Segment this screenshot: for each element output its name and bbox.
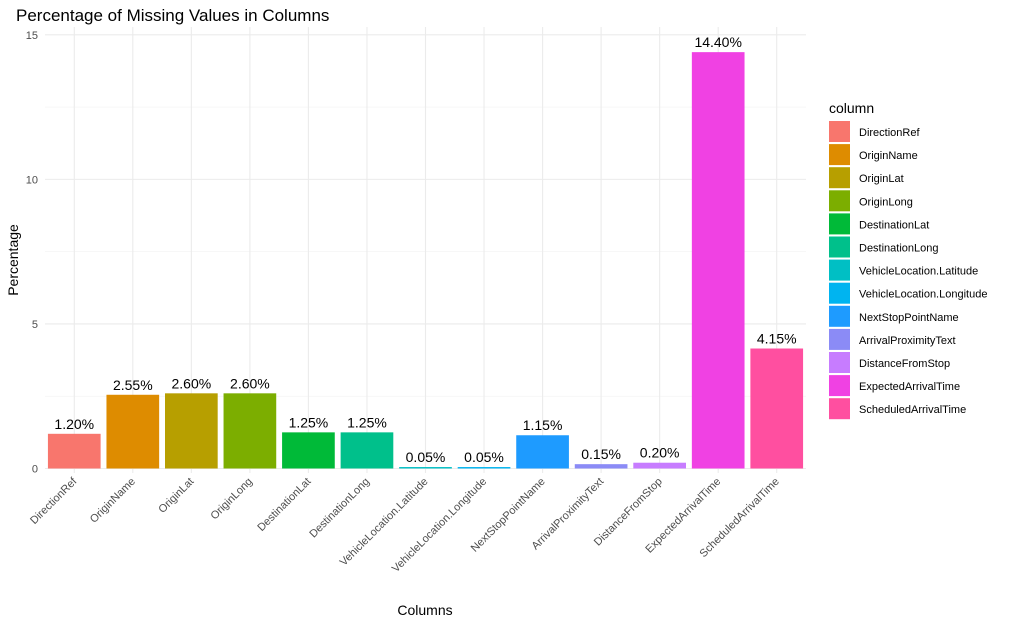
bar-origin-lat: [165, 393, 218, 469]
bar-value-label: 2.55%: [113, 377, 153, 393]
bar-next-stop-point-name: [516, 435, 569, 469]
y-tick-label: 5: [32, 319, 38, 331]
legend-label: NextStopPointName: [859, 312, 959, 324]
x-tick-label: OriginName: [88, 476, 138, 526]
legend: column DirectionRef OriginName OriginLat Or…: [829, 100, 987, 420]
legend-label: DestinationLong: [859, 243, 939, 255]
bar-expected-arrival-time: [691, 52, 745, 469]
legend-title: column: [829, 100, 874, 116]
legend-key-distance-from-stop: [829, 352, 850, 373]
y-tick-label: 10: [26, 174, 38, 186]
legend-label: OriginLong: [859, 196, 913, 208]
x-tick-label: DestinationLong: [307, 476, 372, 541]
legend-label: DestinationLat: [859, 219, 929, 231]
x-tick-label: VehicleLocation.Longitude: [390, 476, 489, 575]
bar-vehicle-location-longitude: [457, 467, 511, 469]
bar-vehicle-location-latitude: [399, 467, 452, 469]
bar-value-label: 2.60%: [171, 375, 211, 391]
bar-value-label: 1.25%: [289, 414, 329, 430]
chart-title: Percentage of Missing Values in Columns: [16, 6, 329, 25]
legend-key-destination-lat: [829, 213, 850, 235]
bar-distance-from-stop: [633, 462, 686, 469]
bar-arrival-proximity-text: [574, 464, 628, 469]
bar-value-label: 1.15%: [523, 417, 563, 433]
legend-key-origin-long: [829, 190, 850, 212]
bar-value-label: 0.15%: [581, 446, 621, 462]
legend-label: ArrivalProximityText: [859, 335, 956, 347]
legend-key-next-stop-point-name: [829, 305, 850, 327]
legend-key-origin-name: [829, 144, 850, 166]
bar-origin-name: [106, 394, 160, 469]
x-axis-ticks: DirectionRef OriginName OriginLat OriginLon…: [28, 475, 782, 575]
legend-key-vehicle-location-longitude: [829, 282, 850, 304]
x-tick-label: DirectionRef: [28, 475, 80, 527]
bar-value-label: 14.40%: [694, 34, 741, 50]
legend-label: OriginName: [859, 150, 918, 162]
bars: [47, 52, 804, 469]
y-tick-label: 0: [32, 464, 38, 476]
y-axis-title: Percentage: [5, 224, 21, 296]
bar-value-label: 1.25%: [347, 414, 387, 430]
bar-value-label: 1.20%: [54, 416, 94, 432]
legend-key-vehicle-location-latitude: [829, 259, 850, 281]
legend-key-scheduled-arrival-time: [829, 398, 850, 420]
legend-key-destination-long: [829, 236, 850, 258]
legend-label: OriginLat: [859, 173, 904, 185]
bar-direction-ref: [47, 433, 101, 469]
x-tick-label: DestinationLat: [255, 476, 313, 534]
bar-value-label: 0.20%: [640, 445, 680, 461]
bar-destination-long: [340, 432, 394, 469]
x-axis-title: Columns: [397, 602, 452, 618]
bar-origin-long: [223, 393, 277, 469]
x-tick-label: OriginLat: [156, 476, 196, 516]
legend-key-origin-lat: [829, 167, 850, 189]
legend-label: ExpectedArrivalTime: [859, 381, 960, 393]
x-tick-label: OriginLong: [208, 476, 255, 523]
bar-labels: 1.20% 2.55% 2.60% 2.60% 1.25% 1.25% 0.05% 0.05%…: [54, 34, 796, 465]
legend-label: ScheduledArrivalTime: [859, 404, 966, 416]
grid: [45, 27, 806, 473]
bar-value-label: 2.60%: [230, 375, 270, 391]
legend-label: VehicleLocation.Latitude: [859, 266, 978, 278]
legend-key-arrival-proximity-text: [829, 328, 850, 350]
y-tick-label: 15: [26, 30, 38, 42]
bar-destination-lat: [282, 432, 335, 469]
legend-label: DirectionRef: [859, 127, 920, 139]
y-axis-ticks: 0 5 10 15: [26, 30, 38, 476]
bar-value-label: 0.05%: [406, 449, 446, 465]
legend-key-direction-ref: [829, 121, 850, 142]
bar-value-label: 4.15%: [757, 331, 797, 347]
bar-scheduled-arrival-time: [750, 348, 804, 469]
legend-label: VehicleLocation.Longitude: [859, 289, 987, 301]
legend-label: DistanceFromStop: [859, 358, 950, 370]
legend-key-expected-arrival-time: [829, 375, 850, 397]
bar-value-label: 0.05%: [464, 449, 504, 465]
